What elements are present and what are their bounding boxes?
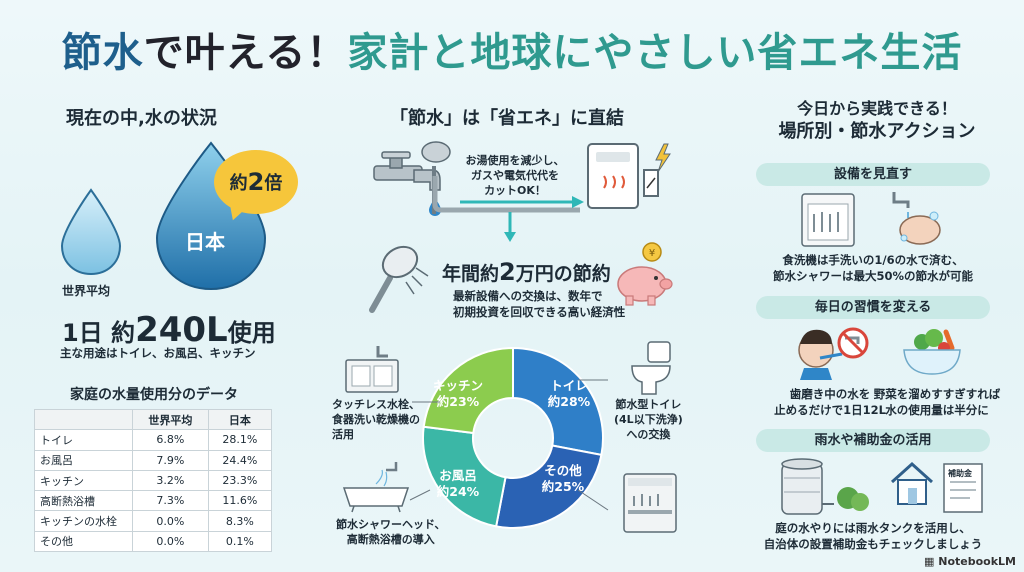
dishwasher-appliance-icon (801, 193, 855, 247)
note-vegetables: 野菜を溜めすすぎすれば 水の使用量は半分に (873, 387, 1001, 418)
vegetable-bowl-icon (903, 329, 961, 375)
table-cell: トイレ (34, 429, 133, 451)
right-heading: 今日から実践できる！ 場所別・節水アクション (778, 99, 976, 142)
svg-text:¥: ¥ (649, 248, 655, 259)
donut-slice-1 (494, 444, 603, 529)
toilet-icon (631, 341, 671, 395)
table-cell: キッチンの水栓 (34, 510, 133, 532)
usage-table: 世界平均 日本 トイレ 6.8% 28.1% お風呂 7.9% 24.4% キッチン 3.… (34, 408, 273, 553)
table-cell: 7.9% (132, 449, 209, 471)
table-row: その他 0.0% 0.1% (34, 530, 273, 553)
table-cell: お風呂 (34, 449, 133, 471)
bathtub-icon (342, 462, 410, 513)
usage-donut-chart (422, 346, 604, 529)
donut-slice-2 (422, 425, 507, 528)
piggy-bank-icon: ¥ (617, 242, 673, 306)
house-icon (890, 461, 934, 505)
brand-icon: ▦ (924, 555, 939, 568)
table-row: キッチンの水栓 0.0% 8.3% (34, 510, 273, 532)
table-cell: 8.3% (207, 510, 273, 532)
table-header-row: 世界平均 日本 (34, 408, 273, 431)
table-cell: 0.0% (132, 530, 209, 553)
middle-heading: 「節水」は「省エネ」に直結 (390, 108, 624, 129)
rain-tank-icon (781, 458, 869, 515)
table-header: 日本 (207, 408, 273, 431)
table-row: キッチン 3.2% 23.3% (34, 469, 273, 492)
donut-slice-3 (422, 346, 514, 435)
water-heater-icon (587, 143, 671, 209)
table-cell: 7.3% (132, 490, 209, 512)
document-icon (943, 463, 983, 513)
table-row: トイレ 6.8% 28.1% (34, 429, 273, 451)
table-cell: キッチン (34, 469, 133, 492)
callout-bath: 節水シャワーヘッド、 高断熱浴槽の導入 (336, 518, 446, 546)
note-rainwater: 庭の水やりには雨水タンクを活用し、 自治体の設置補助金もチェックしましょう (763, 521, 983, 552)
pill-equipment: 設備を見直す (756, 163, 990, 186)
table-header: 世界平均 (132, 408, 209, 431)
note-toothbrush: 歯磨き中の水を 止めるだけで1日12L (774, 387, 886, 418)
table-cell: 0.1% (207, 530, 273, 553)
table-cell: 6.8% (132, 429, 209, 451)
table-header (34, 408, 133, 431)
table-cell: 11.6% (207, 490, 273, 512)
donut-label-toilet: トイレ 約28% (547, 378, 591, 410)
page-title: 節水で叶える！家計と地球にやさしい省エネ生活 (61, 30, 963, 76)
daily-note: 主な用途はトイレ、お風呂、キッチン (60, 346, 256, 360)
handwash-icon (892, 192, 941, 245)
pipe-arrow-icon (432, 176, 584, 242)
saving-title: 年間約2万円の節約 (442, 258, 611, 286)
note-equipment: 食洗機は手洗いの1/6の水で済む、 節水シャワーは最大50%の節水が可能 (772, 253, 974, 284)
no-tap-icon (837, 327, 869, 359)
left-heading: 現在の中,水の状況 (66, 108, 217, 129)
kitchen-sink-icon (345, 346, 399, 393)
table-cell: 高断熱浴槽 (34, 490, 133, 512)
donut-label-other: その他 約25% (541, 463, 585, 495)
pill-habits: 毎日の習慣を変える (756, 296, 990, 319)
table-row: お風呂 7.9% 24.4% (34, 449, 273, 471)
subsidy-label: 補助金 (948, 469, 972, 478)
table-cell: 24.4% (207, 449, 273, 471)
japan-label: 日本 (185, 230, 225, 254)
daily-usage: 1日 約240L使用 (62, 310, 276, 350)
toothbrush-icon (798, 329, 843, 380)
world-label: 世界平均 (62, 284, 111, 298)
callout-toilet: 節水型トイレ (4L以下洗浄) への交換 (614, 398, 683, 441)
table-cell: 23.3% (207, 469, 273, 492)
world-drop-icon (60, 188, 122, 276)
table-cell: 3.2% (132, 469, 209, 492)
shower-head-icon (369, 245, 429, 313)
callout-kitchen: タッチレス水栓、 食器洗い乾燥機の 活用 (332, 398, 420, 441)
brand-logo: ▦ NotebookLM (924, 555, 1016, 568)
donut-label-kitchen: キッチン 約23% (432, 378, 483, 410)
dishwasher-icon (623, 473, 677, 533)
pill-rainwater: 雨水や補助金の活用 (756, 429, 990, 452)
callout-lines (409, 379, 609, 511)
hot-water-note: お湯使用を減少し、 ガスや電気代代を カットOK！ (465, 154, 565, 197)
table-heading: 家庭の水量使用分のデータ (70, 387, 238, 403)
saving-note: 最新設備への交換は、数年で 初期投資を回収できる高い経済性 (453, 289, 626, 320)
table-row: 高断熱浴槽 7.3% 11.6% (34, 490, 273, 512)
donut-slice-0 (512, 346, 604, 457)
table-cell: 28.1% (207, 429, 273, 451)
table-cell: 0.0% (132, 510, 209, 532)
table-cell: その他 (34, 530, 133, 553)
donut-label-bath: お風呂 約24% (436, 468, 480, 500)
